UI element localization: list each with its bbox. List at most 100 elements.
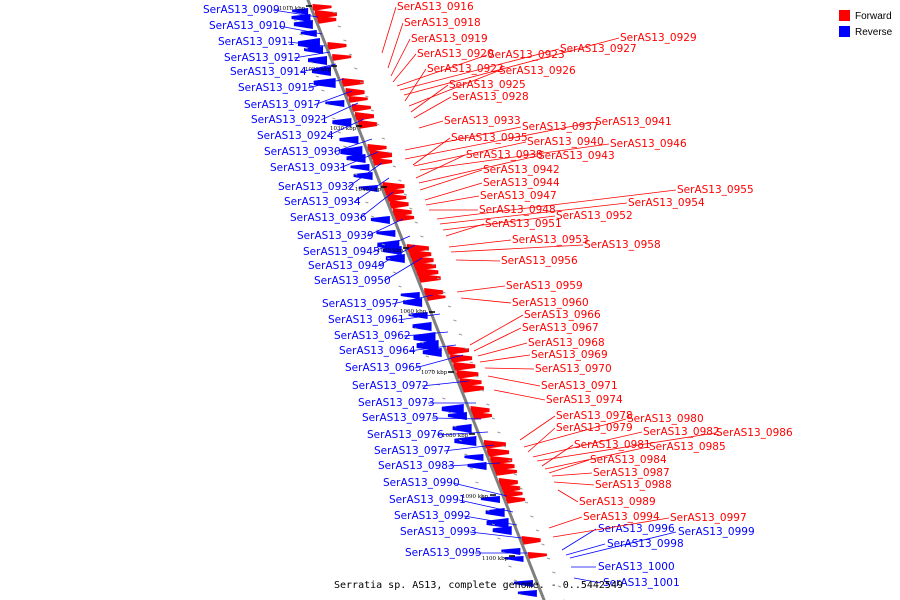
leader-seras13-0962: [403, 331, 449, 337]
leader-seras13-0919: [390, 38, 411, 77]
leader-seras13-0957: [391, 294, 434, 305]
leader-seras13-0964: [408, 344, 457, 352]
label-seras13-1000: SerAS13_1000: [598, 561, 675, 573]
reverse-gene-arrow-29: [422, 348, 442, 357]
label-seras13-0971: SerAS13_0971: [541, 380, 618, 392]
backbone-tick-left-42: [513, 579, 518, 582]
leader-seras13-0971: [487, 375, 541, 387]
label-seras13-0949: SerAS13_0949: [308, 260, 385, 272]
leader-seras13-0909: [272, 9, 319, 18]
leader-seras13-0940: [413, 141, 527, 167]
backbone-tick-left-30: [447, 411, 452, 414]
reverse-gene-arrow-13: [340, 146, 363, 157]
leader-seras13-0978: [519, 415, 556, 441]
leader-seras13-0911: [287, 41, 326, 47]
label-seras13-0968: SerAS13_0968: [528, 337, 605, 349]
reverse-gene-arrow-10: [325, 100, 345, 107]
forward-gene-arrow-5: [332, 54, 352, 61]
backbone-tick-right-13: [398, 179, 402, 182]
leader-seras13-0950: [383, 257, 423, 282]
leader-seras13-0933: [418, 120, 444, 129]
backbone-tick-left-32: [458, 439, 463, 442]
leader-seras13-0972: [421, 380, 470, 387]
backbone-tick-right-7: [365, 95, 369, 98]
leader-seras13-0979: [527, 427, 556, 453]
leader-seras13-0942: [419, 169, 483, 191]
backbone-tick-left-4: [304, 47, 309, 50]
label-seras13-0945: SerAS13_0945: [303, 246, 380, 258]
backbone-tick-left-16: [370, 215, 375, 218]
label-seras13-0950: SerAS13_0950: [314, 275, 391, 287]
kbp-marker-7: 1070 kbp: [421, 370, 448, 376]
forward-gene-arrow-18: [389, 200, 409, 209]
leader-seras13-0968: [477, 342, 528, 357]
forward-gene-arrow-30: [450, 354, 473, 363]
backbone-tick-right-26: [469, 361, 474, 364]
leader-seras13-0931: [339, 151, 379, 169]
label-seras13-0931: SerAS13_0931: [270, 162, 347, 174]
backbone-tick-left-21: [398, 285, 402, 288]
backbone-tick-right-22: [447, 305, 452, 308]
backbone-tick-right-29: [486, 403, 490, 406]
leader-seras13-0917: [313, 90, 353, 106]
label-seras13-0943: SerAS13_0943: [538, 150, 615, 162]
label-seras13-0982: SerAS13_0982: [643, 426, 720, 438]
leader-seras13-0928: [413, 96, 452, 119]
reverse-gene-arrow-35: [467, 462, 487, 470]
label-seras13-0994: SerAS13_0994: [583, 511, 660, 523]
leader-seras13-0920: [392, 53, 417, 83]
leader-seras13-0958: [450, 244, 584, 253]
backbone-tick-right-18: [425, 249, 430, 252]
label-seras13-0966: SerAS13_0966: [524, 309, 601, 321]
legend-reverse-label: Reverse: [855, 27, 893, 38]
kbp-markers: 1010 kbp 1020 kbp 1030 kbp 1040 kbp 1050 kbp…: [279, 5, 515, 562]
forward-gene-arrow-8: [348, 96, 368, 103]
backbone-tick-left-10: [337, 131, 342, 134]
reverse-gene-arrow-42: [513, 580, 533, 587]
backbone-tick-right-42: [557, 585, 562, 588]
forward-gene-arrow-11: [358, 120, 378, 129]
backbone-tick-left-1: [288, 5, 292, 8]
backbone-tick-right-8: [370, 109, 375, 112]
leader-seras13-0914: [299, 63, 337, 73]
kbp-marker-10: 1100 kbp: [482, 556, 509, 562]
backbone-tick-left-43: [519, 593, 523, 596]
leader-seras13-0985: [544, 446, 649, 470]
backbone-tick-right-27: [475, 375, 479, 378]
leader-seras13-0975: [431, 417, 482, 420]
leader-seras13-0965: [414, 354, 464, 369]
forward-gene-arrow-20: [395, 214, 415, 222]
leader-seras13-0994: [548, 516, 583, 529]
backbone-tick-left-34: [469, 467, 474, 470]
label-seras13-0954: SerAS13_0954: [628, 197, 705, 209]
backbone-tick-left-39: [497, 537, 501, 540]
forward-gene-arrow-46: [521, 536, 541, 545]
backbone-tick-left-3: [299, 33, 303, 36]
reverse-gene-arrow-19: [376, 230, 396, 237]
backbone-tick-left-18: [381, 243, 386, 246]
reverse-gene-arrow-43: [517, 590, 537, 597]
forward-gene-arrow-3: [317, 16, 337, 24]
reverse-gene-labels: SerAS13_0909 SerAS13_0910 SerAS13_0911 SerA…: [203, 4, 755, 589]
backbone-tick-right-20: [436, 277, 441, 280]
label-seras13-0944: SerAS13_0944: [483, 177, 560, 189]
backbone-tick-left-37: [486, 509, 490, 512]
label-seras13-0999: SerAS13_0999: [678, 526, 755, 538]
backbone-tick-left-20: [392, 271, 397, 274]
backbone-tick-right-21: [442, 291, 446, 294]
leader-seras13-0967: [473, 327, 522, 352]
label-seras13-0977: SerAS13_0977: [374, 445, 451, 457]
label-seras13-0936: SerAS13_0936: [290, 212, 367, 224]
backbone-tick-left-5: [310, 61, 314, 64]
label-seras13-0934: SerAS13_0934: [284, 196, 361, 208]
label-seras13-0932: SerAS13_0932: [278, 181, 355, 193]
leader-seras13-0997: [552, 517, 670, 538]
backbone-ticks: [288, 5, 566, 600]
label-seras13-0956: SerAS13_0956: [501, 255, 578, 267]
label-seras13-0970: SerAS13_0970: [535, 363, 612, 375]
backbone-tick-right-1: [332, 11, 336, 14]
label-seras13-0946: SerAS13_0946: [610, 138, 687, 150]
backbone-tick-right-12: [392, 165, 397, 168]
leader-seras13-0956: [455, 259, 501, 262]
